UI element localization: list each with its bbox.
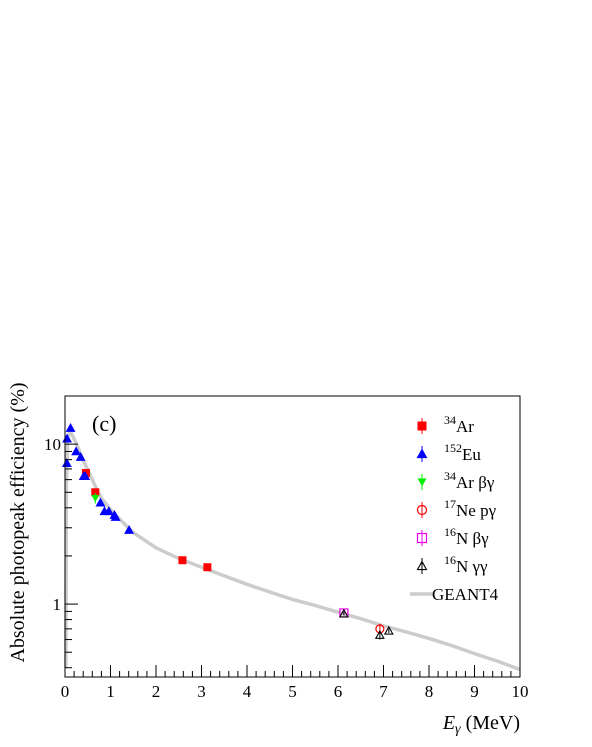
legend-label-main: Ne pγ bbox=[456, 501, 497, 520]
data-point bbox=[178, 556, 187, 565]
legend-label: 152Eu bbox=[444, 441, 481, 464]
data-point bbox=[338, 608, 349, 618]
legend-label: 34Ar bbox=[444, 413, 474, 436]
data-point bbox=[71, 446, 82, 456]
data-point bbox=[383, 625, 394, 635]
legend-marker bbox=[416, 504, 428, 516]
data-point bbox=[65, 422, 76, 432]
legend-label-superscript: 34 bbox=[444, 413, 456, 427]
y-axis-label: Absolute photopeak efficiency (%) bbox=[7, 382, 29, 662]
legend-label: 17Ne pγ bbox=[444, 497, 497, 520]
x-axis-label-symbol: E bbox=[442, 712, 455, 734]
x-tick-label: 8 bbox=[425, 682, 434, 701]
legend-label: 34Ar βγ bbox=[444, 469, 495, 492]
legend-label: GEANT4 bbox=[432, 585, 499, 604]
data-point bbox=[124, 524, 135, 534]
curve-layer bbox=[64, 429, 521, 672]
legend-label-superscript: 17 bbox=[444, 497, 456, 511]
geant4-curve bbox=[64, 429, 521, 672]
data-point bbox=[80, 471, 91, 480]
data-point bbox=[75, 451, 86, 461]
legend-label-main: Ar bbox=[456, 417, 474, 436]
legend-marker bbox=[416, 532, 428, 544]
legend-marker bbox=[417, 478, 427, 487]
legend-label-main: Ar βγ bbox=[456, 473, 495, 492]
y-tick-label: 10 bbox=[44, 435, 61, 454]
data-point bbox=[374, 629, 385, 639]
x-tick-label: 3 bbox=[197, 682, 206, 701]
legend-label: 16N γγ bbox=[444, 553, 488, 576]
x-tick-label: 1 bbox=[106, 682, 115, 701]
legend-label: 16N βγ bbox=[444, 525, 489, 548]
x-tick-label: 5 bbox=[288, 682, 297, 701]
data-point bbox=[95, 497, 106, 507]
legend-label-main: N γγ bbox=[456, 557, 488, 576]
x-axis-label: Eγ (MeV) bbox=[442, 712, 520, 737]
legend-marker bbox=[417, 421, 427, 431]
data-points-layer bbox=[61, 422, 394, 640]
x-tick-label: 0 bbox=[61, 682, 70, 701]
legend-label-superscript: 152 bbox=[444, 441, 462, 455]
legend-marker bbox=[416, 448, 428, 459]
x-tick-label: 7 bbox=[379, 682, 388, 701]
x-tick-label: 10 bbox=[512, 682, 529, 701]
legend-label-main: Eu bbox=[462, 445, 481, 464]
data-point bbox=[203, 563, 212, 572]
data-point bbox=[110, 511, 121, 521]
data-point bbox=[103, 506, 114, 516]
x-tick-label: 2 bbox=[152, 682, 161, 701]
legend-label-main: N βγ bbox=[456, 529, 489, 548]
legend-marker bbox=[416, 560, 428, 571]
x-axis-label-subscript: γ bbox=[455, 722, 461, 737]
data-point bbox=[91, 494, 100, 503]
x-axis-label-unit: (MeV) bbox=[461, 712, 520, 734]
panel-label: (c) bbox=[92, 411, 116, 436]
x-tick-label: 4 bbox=[243, 682, 252, 701]
y-tick-label: 1 bbox=[53, 595, 62, 614]
data-point bbox=[61, 458, 72, 467]
x-tick-label: 9 bbox=[470, 682, 479, 701]
legend-label-superscript: 16 bbox=[444, 553, 456, 567]
legend-label-superscript: 16 bbox=[444, 525, 456, 539]
x-tick-label: 6 bbox=[334, 682, 343, 701]
data-point bbox=[91, 488, 100, 497]
legend-label-superscript: 34 bbox=[444, 469, 456, 483]
